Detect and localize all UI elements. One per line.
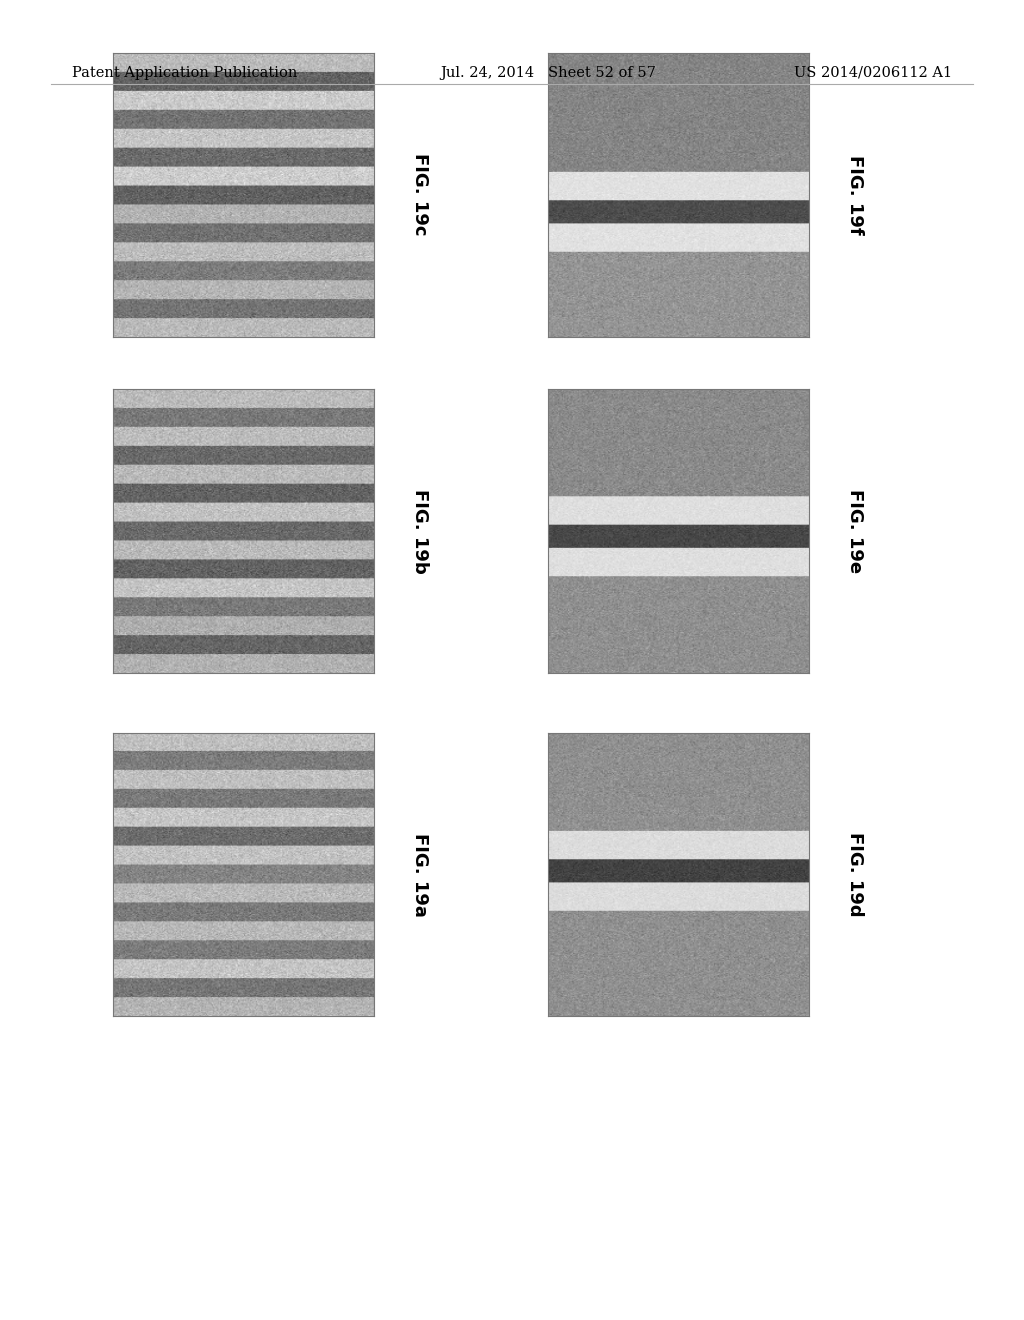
Text: FIG. 19d: FIG. 19d [846,832,864,917]
Text: FIG. 19a: FIG. 19a [411,833,429,916]
Text: Jul. 24, 2014   Sheet 52 of 57: Jul. 24, 2014 Sheet 52 of 57 [440,66,656,79]
Text: FIG. 19f: FIG. 19f [846,154,864,235]
Text: FIG. 19c: FIG. 19c [411,153,429,236]
Text: FIG. 19e: FIG. 19e [846,490,864,573]
Text: Patent Application Publication: Patent Application Publication [72,66,297,79]
Text: US 2014/0206112 A1: US 2014/0206112 A1 [795,66,952,79]
Text: FIG. 19b: FIG. 19b [411,488,429,574]
